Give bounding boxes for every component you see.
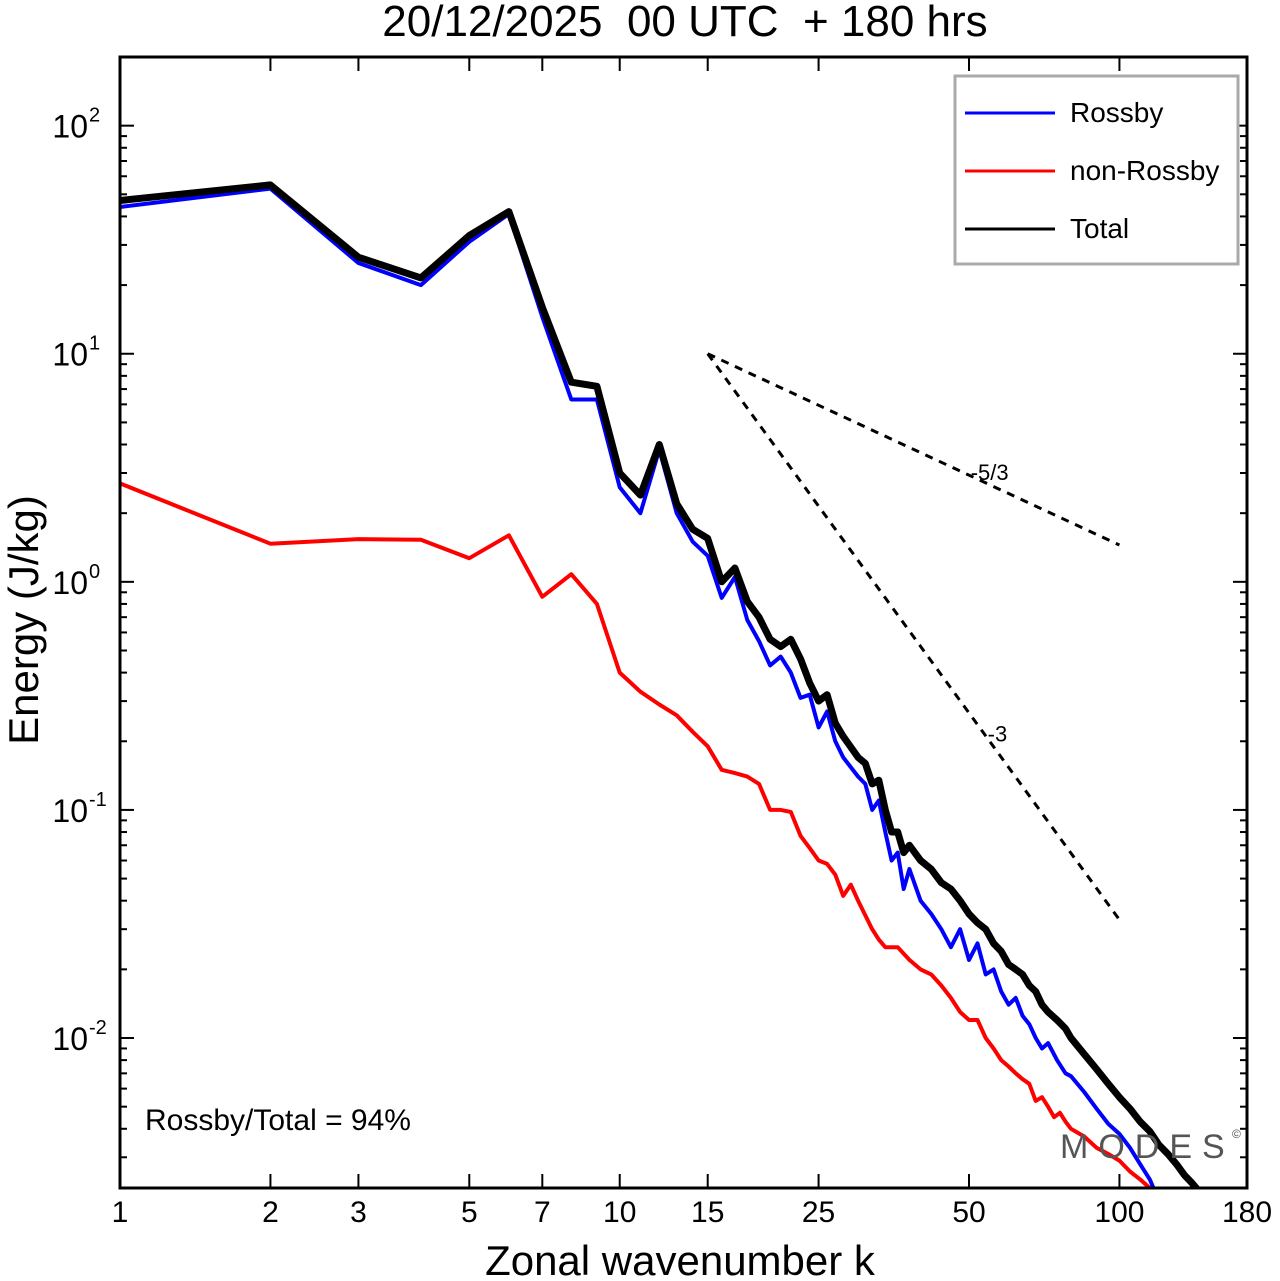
series-line-total [120, 181, 1201, 1188]
x-tick-label: 5 [461, 1196, 478, 1229]
modes-copyright-mark: © [1232, 1127, 1241, 1141]
y-tick-label-exponent: 0 [89, 561, 100, 583]
y-tick-label: 10 -1 [52, 789, 106, 829]
reference-slope-minus-5-3-label: -5/3 [971, 460, 1009, 485]
y-tick-label-base: 10 [52, 109, 88, 145]
legend-label-rossby: Rossby [1070, 97, 1163, 128]
x-tick-label: 50 [952, 1196, 985, 1229]
y-tick-label: 10 2 [52, 105, 100, 145]
y-tick-label-base: 10 [52, 565, 88, 601]
chart-title: 20/12/2025 00 UTC + 180 hrs [382, 0, 987, 46]
y-tick-label-base: 10 [52, 337, 88, 373]
y-tick-label: 10 1 [52, 333, 100, 373]
plot-frame [118, 55, 1249, 1190]
x-tick-label: 25 [802, 1196, 835, 1229]
x-tick-label: 7 [534, 1196, 551, 1229]
y-tick-label-exponent: 1 [89, 333, 100, 355]
legend: Rossby non-Rossby Total [953, 74, 1240, 266]
y-tick-label-exponent: 2 [89, 105, 100, 127]
y-tick-label-base: 10 [52, 793, 88, 829]
series-layer [120, 181, 1201, 1188]
x-tick-label: 10 [603, 1196, 636, 1229]
x-axis-label: Zonal wavenumber k [485, 1237, 876, 1281]
y-tick-label: 10 0 [52, 561, 100, 601]
x-tick-label: 1 [112, 1196, 129, 1229]
rossby-ratio-annotation: Rossby/Total = 94% [145, 1104, 411, 1137]
series-line-non-rossby [120, 481, 1155, 1188]
y-tick-label: 10 -2 [52, 1017, 106, 1057]
modes-watermark: MODES © [1060, 1127, 1241, 1166]
reference-slope-minus-3-line [706, 352, 1121, 921]
y-tick-label-exponent: -1 [89, 789, 107, 811]
y-tick-label-exponent: -2 [89, 1017, 107, 1039]
reference-slope-minus-3-label: -3 [988, 721, 1008, 746]
reference-slopes: -5/3 -3 [706, 352, 1121, 921]
x-tick-label: 180 [1222, 1196, 1272, 1229]
x-tick-label: 15 [691, 1196, 724, 1229]
y-axis-label: Energy (J/kg) [0, 495, 47, 745]
reference-slope-minus-5-3-line [707, 352, 1121, 547]
legend-label-non-rossby: non-Rossby [1070, 155, 1219, 186]
y-tick-label-base: 10 [52, 1021, 88, 1057]
x-axis-ticks: 1 2 3 5 7 10 15 25 50 100 180 [112, 57, 1272, 1229]
modes-watermark-text: MODES [1060, 1128, 1235, 1166]
x-tick-label: 2 [262, 1196, 279, 1229]
x-tick-label: 100 [1094, 1196, 1144, 1229]
legend-label-total: Total [1070, 213, 1129, 244]
x-tick-label: 3 [350, 1196, 367, 1229]
